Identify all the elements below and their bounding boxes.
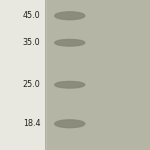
Ellipse shape (55, 120, 85, 128)
Text: 18.4: 18.4 (23, 119, 40, 128)
Bar (0, 0, 45, 150)
Text: 35.0: 35.0 (23, 38, 40, 47)
Ellipse shape (55, 39, 85, 46)
Text: 25.0: 25.0 (23, 80, 40, 89)
Ellipse shape (55, 81, 85, 88)
Text: 45.0: 45.0 (23, 11, 40, 20)
Ellipse shape (55, 12, 85, 20)
